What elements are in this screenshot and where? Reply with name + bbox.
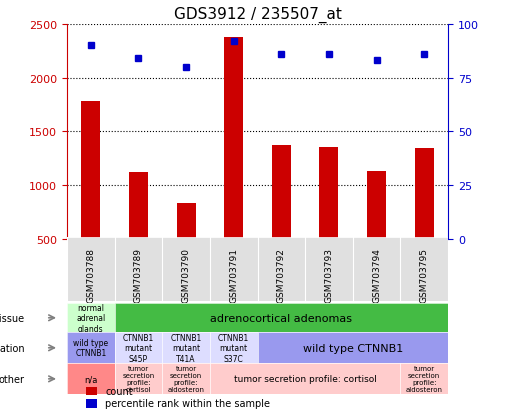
FancyBboxPatch shape [114,237,162,301]
Bar [224,38,243,240]
Text: tumor
secretion
profile:
aldosteron: tumor secretion profile: aldosteron [167,366,204,392]
Text: tumor
secretion
profile:
cortisol: tumor secretion profile: cortisol [122,366,154,392]
Text: n/a: n/a [84,375,97,383]
FancyBboxPatch shape [67,237,114,301]
Text: other: other [0,374,25,384]
Text: tissue: tissue [0,313,25,323]
Text: percentile rank within the sample: percentile rank within the sample [105,399,270,408]
Text: GSM703791: GSM703791 [229,247,238,302]
Text: wild type CTNNB1: wild type CTNNB1 [303,343,403,353]
FancyBboxPatch shape [210,237,258,301]
Text: GSM703793: GSM703793 [324,247,333,302]
FancyBboxPatch shape [258,237,305,301]
Text: genotype/variation: genotype/variation [0,343,25,353]
Text: GSM703792: GSM703792 [277,247,286,302]
Bar [129,173,148,240]
Text: CTNNB1
mutant
S45P: CTNNB1 mutant S45P [123,333,154,363]
Bar [86,387,97,395]
FancyBboxPatch shape [401,237,448,301]
Text: GSM703790: GSM703790 [182,247,191,302]
Text: CTNNB1
mutant
S37C: CTNNB1 mutant S37C [218,333,249,363]
Text: CTNNB1
mutant
T41A: CTNNB1 mutant T41A [170,333,202,363]
Text: GSM703795: GSM703795 [420,247,428,302]
Title: GDS3912 / 235507_at: GDS3912 / 235507_at [174,7,341,24]
FancyBboxPatch shape [353,237,401,301]
Bar [177,203,196,240]
Bar [86,399,97,408]
Text: normal
adrenal
glands: normal adrenal glands [76,303,106,333]
Bar [367,172,386,240]
Text: tumor secretion profile: cortisol: tumor secretion profile: cortisol [234,375,376,383]
Bar [81,102,100,240]
Text: GSM703788: GSM703788 [87,247,95,302]
Text: adrenocortical adenomas: adrenocortical adenomas [210,313,352,323]
FancyBboxPatch shape [162,237,210,301]
Text: GSM703789: GSM703789 [134,247,143,302]
Bar [272,146,291,240]
Text: count: count [105,386,133,396]
Text: tumor
secretion
profile:
aldosteron: tumor secretion profile: aldosteron [406,366,443,392]
FancyBboxPatch shape [305,237,353,301]
Bar [319,147,338,240]
Bar [415,148,434,240]
Text: GSM703794: GSM703794 [372,247,381,302]
Text: wild type
CTNNB1: wild type CTNNB1 [73,338,108,358]
